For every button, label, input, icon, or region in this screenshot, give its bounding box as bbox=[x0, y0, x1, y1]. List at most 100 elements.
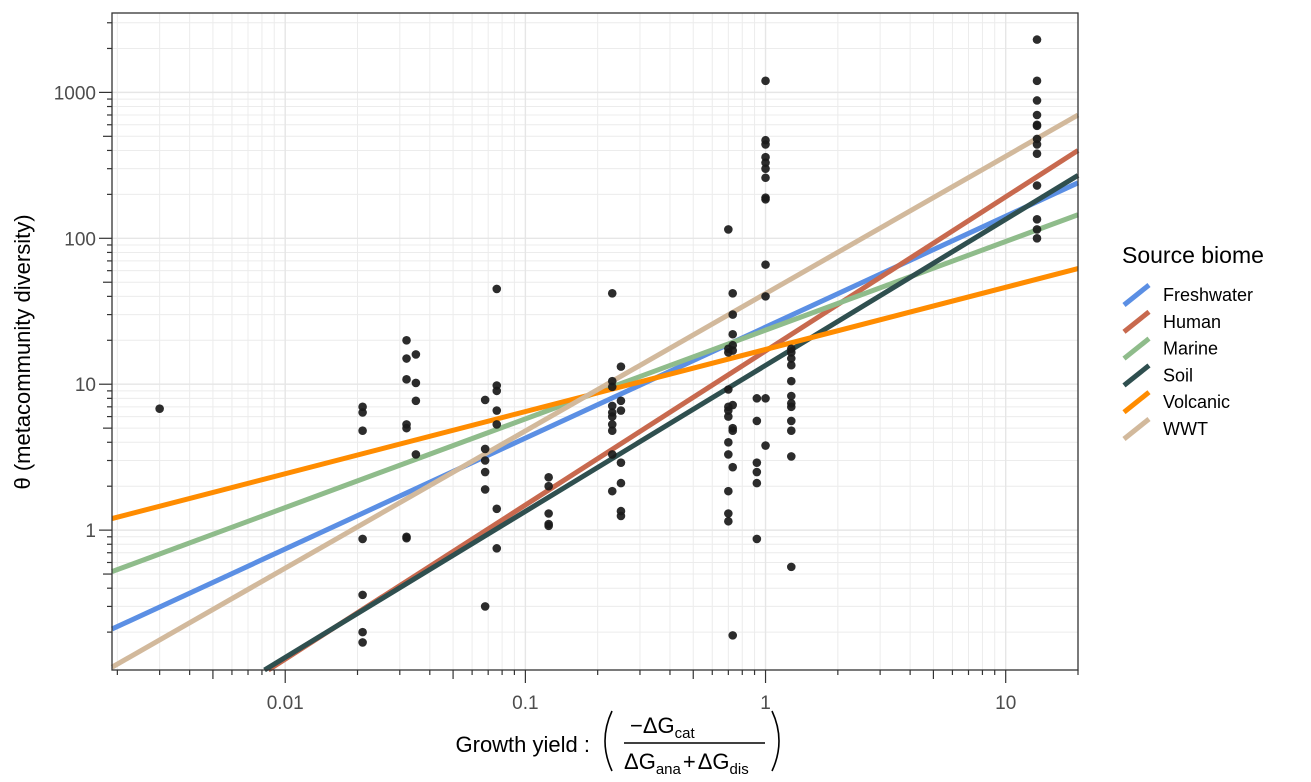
fit-line-soil bbox=[263, 173, 1080, 673]
data-point bbox=[492, 386, 502, 396]
data-point bbox=[411, 378, 421, 388]
data-point bbox=[761, 260, 770, 269]
legend-key-volcanic bbox=[1122, 390, 1151, 415]
data-point bbox=[761, 292, 770, 301]
data-point bbox=[786, 562, 796, 572]
left-paren bbox=[604, 710, 613, 772]
legend-label-soil: Soil bbox=[1163, 365, 1193, 385]
data-point bbox=[411, 396, 421, 406]
data-point bbox=[1032, 149, 1042, 159]
data-point bbox=[607, 450, 617, 459]
data-point bbox=[1032, 233, 1042, 243]
data-point bbox=[358, 426, 367, 436]
data-point bbox=[786, 360, 796, 370]
data-point bbox=[1032, 76, 1042, 86]
x-tick-label: 1 bbox=[760, 693, 771, 714]
data-point bbox=[480, 602, 490, 611]
legend-title: Source biome bbox=[1122, 242, 1264, 268]
data-point bbox=[728, 329, 738, 339]
legend-key-human bbox=[1122, 309, 1151, 334]
fit-line-freshwater bbox=[110, 180, 1080, 632]
data-point bbox=[1032, 110, 1042, 120]
data-point bbox=[492, 406, 502, 415]
plot-panel bbox=[110, 12, 1080, 673]
x-axis: 0.01 0.1 1 10 bbox=[116, 670, 1079, 714]
data-point bbox=[786, 391, 796, 401]
data-point bbox=[616, 362, 626, 371]
panel-background bbox=[112, 13, 1078, 670]
data-point bbox=[607, 382, 617, 392]
data-point bbox=[786, 402, 796, 412]
data-point bbox=[728, 288, 738, 298]
data-point bbox=[402, 335, 411, 345]
data-point bbox=[724, 516, 733, 526]
formula-denominator: ΔGana+ΔGdis bbox=[624, 749, 749, 778]
data-point bbox=[607, 486, 617, 496]
legend-key-soil bbox=[1122, 363, 1151, 388]
data-point bbox=[358, 534, 367, 544]
data-point bbox=[544, 481, 553, 491]
data-point bbox=[607, 288, 617, 298]
data-point bbox=[616, 406, 626, 415]
data-point bbox=[786, 426, 796, 436]
fit-line-wwt bbox=[110, 112, 1080, 670]
x-axis-title: Growth yield : −ΔGcat ΔGana+ΔGdis bbox=[456, 710, 780, 778]
data-point bbox=[761, 158, 770, 167]
data-point bbox=[411, 350, 421, 359]
data-point bbox=[728, 400, 738, 410]
data-point bbox=[402, 533, 411, 543]
legend-label-volcanic: Volcanic bbox=[1163, 392, 1230, 412]
data-point bbox=[752, 458, 762, 467]
data-point bbox=[761, 76, 770, 86]
data-point bbox=[761, 173, 770, 183]
data-point bbox=[761, 140, 770, 149]
data-point bbox=[155, 404, 164, 413]
data-point bbox=[480, 456, 490, 465]
legend-key-marine bbox=[1122, 336, 1151, 361]
data-point bbox=[544, 473, 553, 482]
data-point bbox=[492, 420, 502, 429]
data-point bbox=[1032, 214, 1042, 224]
y-tick-label: 1000 bbox=[54, 83, 96, 104]
data-point bbox=[480, 467, 490, 477]
data-point bbox=[358, 590, 367, 600]
data-point bbox=[786, 354, 796, 363]
data-point bbox=[1032, 35, 1042, 44]
y-axis: 1 10 100 1000 bbox=[54, 22, 112, 633]
data-point bbox=[724, 412, 733, 421]
data-point bbox=[616, 478, 626, 488]
data-point bbox=[607, 426, 617, 436]
data-point bbox=[480, 395, 490, 405]
data-point bbox=[786, 452, 796, 461]
data-points bbox=[155, 35, 1042, 647]
data-point bbox=[1032, 140, 1042, 149]
data-point bbox=[358, 627, 367, 637]
data-point bbox=[616, 511, 626, 521]
data-point bbox=[761, 441, 770, 450]
data-point bbox=[607, 401, 617, 411]
data-point bbox=[544, 521, 553, 531]
data-point bbox=[724, 509, 733, 518]
data-point bbox=[752, 534, 762, 544]
y-tick-label: 10 bbox=[75, 375, 96, 396]
y-axis-title: θ (metacommunity diversity) bbox=[10, 214, 35, 489]
y-tick-label: 100 bbox=[64, 229, 96, 250]
right-paren bbox=[771, 710, 780, 772]
data-point bbox=[752, 467, 762, 477]
data-point bbox=[402, 354, 411, 363]
fit-lines bbox=[110, 112, 1080, 673]
legend-label-marine: Marine bbox=[1163, 339, 1218, 359]
data-point bbox=[728, 631, 738, 640]
data-point bbox=[724, 385, 733, 394]
data-point bbox=[786, 348, 796, 357]
data-point bbox=[761, 195, 770, 204]
panel-border bbox=[111, 12, 1079, 671]
data-point bbox=[761, 394, 770, 403]
data-point bbox=[786, 416, 796, 426]
legend: Source biome Freshwater Human Marine Soil Vo… bbox=[1122, 242, 1264, 441]
data-point bbox=[607, 412, 617, 421]
major-gridlines bbox=[112, 13, 1078, 670]
data-point bbox=[358, 408, 367, 417]
data-point bbox=[786, 376, 796, 386]
